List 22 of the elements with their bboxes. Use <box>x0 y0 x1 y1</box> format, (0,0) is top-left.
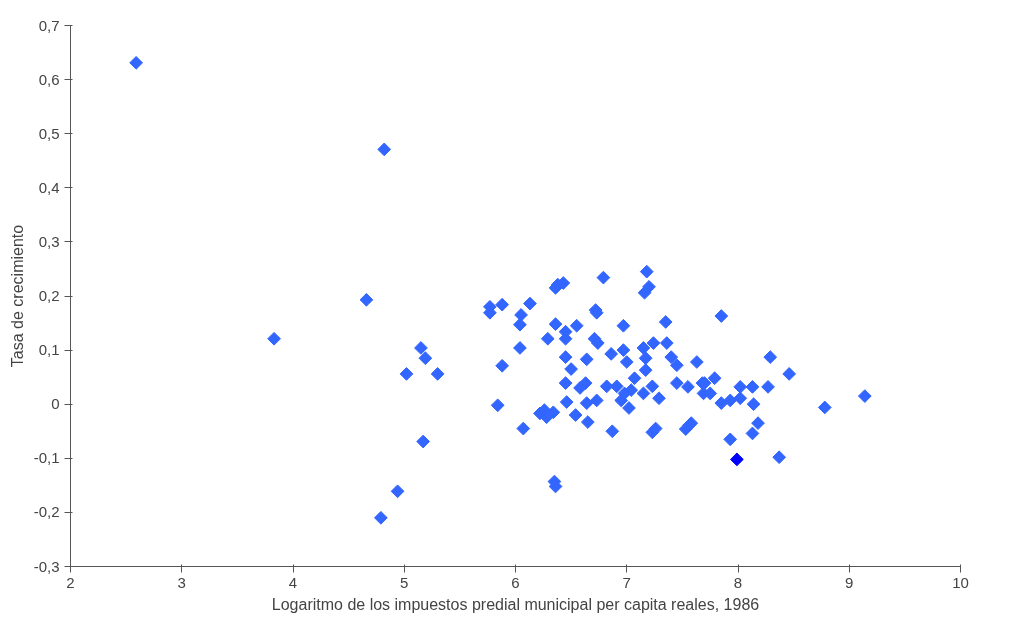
y-tick-label: -0,1 <box>33 449 60 467</box>
x-tick-label: 6 <box>511 573 520 591</box>
x-tick-label: 5 <box>400 573 409 591</box>
x-tick-label: 7 <box>622 573 631 591</box>
y-tick-label: 0,4 <box>38 178 60 196</box>
x-tick-label: 2 <box>66 573 75 591</box>
x-tick-label: 4 <box>288 573 298 591</box>
y-axis-title: Tasa de crecimiento <box>8 224 26 368</box>
y-tick-label: -0,3 <box>33 557 60 575</box>
y-tick-label: 0,1 <box>38 341 60 359</box>
y-tick-label: 0,3 <box>38 232 60 250</box>
y-tick-label: 0,2 <box>38 287 60 304</box>
x-tick-label: 10 <box>952 573 969 591</box>
y-tick-label: 0,7 <box>38 16 60 34</box>
x-tick-label: 3 <box>177 573 186 591</box>
y-tick-label: 0,6 <box>38 70 60 88</box>
x-axis-title: Logaritmo de los impuestos predial municipal per capita reales, 1986 <box>271 595 760 613</box>
y-tick-label: -0,2 <box>33 503 60 521</box>
y-tick-label: 0 <box>51 395 60 413</box>
x-tick-label: 9 <box>845 573 854 591</box>
x-tick-label: 8 <box>733 573 743 591</box>
y-tick-label: 0,5 <box>38 124 60 142</box>
